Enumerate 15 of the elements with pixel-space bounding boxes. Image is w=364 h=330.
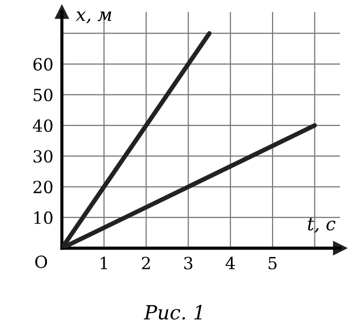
x-tick-label: 1 — [100, 256, 107, 270]
x-tick-label: 5 — [268, 257, 277, 270]
y-tick-label: 10 — [34, 211, 52, 224]
y-tick-label: 40 — [32, 119, 52, 132]
y-tick-label: 50 — [34, 88, 52, 102]
text: O — [35, 256, 48, 268]
y-axis-title: x, м — [76, 12, 112, 24]
y-tick-label: 20 — [33, 180, 52, 194]
y-tick-label: 60 — [33, 58, 52, 71]
text: Рис. 1 — [144, 304, 202, 320]
x-axis-title: t, с — [308, 218, 336, 233]
x-tick-label: 3 — [184, 256, 192, 270]
y-tick-label: 30 — [34, 150, 52, 163]
x-tick-label: 4 — [226, 256, 235, 270]
x-tick-label: 2 — [142, 256, 150, 270]
